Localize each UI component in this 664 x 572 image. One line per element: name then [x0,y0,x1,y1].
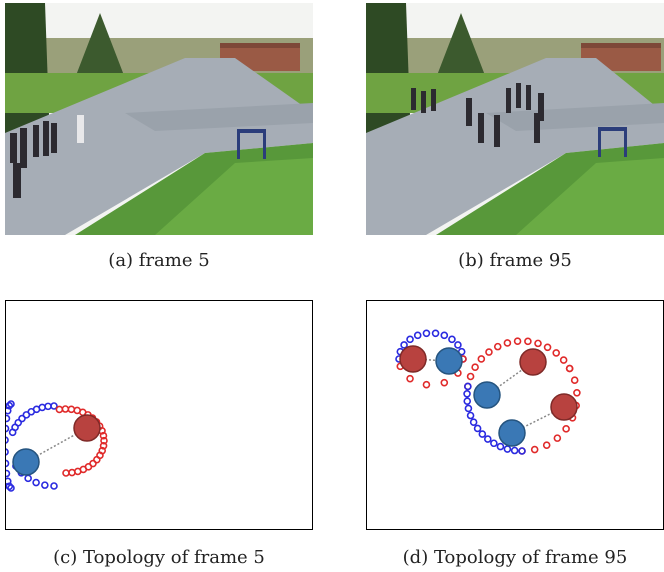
trajectory-point [1,436,9,444]
trajectory-point [510,446,519,455]
group-centroid-blue [12,448,40,476]
trajectory-point [406,335,414,344]
trajectory-point [1,448,9,456]
trajectory-point [7,484,15,492]
trajectory-point [67,405,76,414]
trajectory-point [1,459,10,468]
trajectory-point [24,474,32,483]
trajectory-point [466,411,475,420]
trajectory-point [454,341,462,349]
trajectory-point [483,435,492,443]
trajectory-point [542,441,551,449]
caption-a: (a) frame 5 [108,250,210,271]
trajectory-point [471,363,479,372]
trajectory-point [440,331,449,340]
trajectory-point [93,455,101,464]
frame-95-photo [366,3,664,235]
trajectory-point [50,482,58,490]
trajectory-point [2,469,11,478]
trajectory-point [14,418,23,427]
trajectory-point [473,424,482,433]
trajectory-point [55,405,64,414]
trajectory-point [400,341,408,349]
trajectory-point [50,402,58,410]
trajectory-point [7,400,15,408]
group-centroid-red [550,393,578,421]
trajectory-point [559,356,568,364]
trajectory-point [38,403,47,412]
trajectory-point [18,414,26,423]
topology-frame-95-svg [395,329,581,455]
trajectory-point [513,337,522,345]
trajectory-point [534,339,542,348]
trajectory-point [99,431,108,440]
trajectory-point [570,376,579,385]
trajectory-point [490,439,498,448]
group-centroid-blue [435,347,463,375]
frame-5-photo [5,3,313,235]
trajectory-point [553,434,562,442]
trajectory-point [464,382,472,391]
trajectory-point [61,405,70,413]
trajectory-point [503,339,512,347]
trajectory-point [2,414,11,423]
caption-d: (d) Topology of frame 95 [402,547,628,568]
trajectory-point [466,372,475,381]
topology-frame-95 [366,300,664,530]
trajectory-point [477,355,486,363]
trajectory-point [413,331,422,340]
trajectory-point [463,397,472,405]
trajectory-point [552,349,561,357]
trajectory-point [74,467,82,476]
trajectory-point [493,342,502,351]
group-centroid-blue [498,419,526,447]
trajectory-point [5,401,14,410]
group-centroid-blue [473,381,501,409]
trajectory-point [573,389,581,397]
trajectory-point [422,380,431,389]
topology-frame-5 [1,300,313,530]
trajectory-point [431,329,440,338]
caption-b: (b) frame 95 [458,250,572,271]
trajectory-point [562,425,570,433]
trajectory-point [543,343,552,352]
topology-frame-5-svg [1,400,108,492]
trajectory-point [496,442,505,451]
trajectory-point [464,404,473,413]
trajectory-point [530,445,539,454]
group-centroid-red [399,345,427,373]
trajectory-point [68,468,76,477]
group-centroid-red [73,414,101,442]
trajectory-point [565,364,574,373]
trajectory-point [463,389,471,398]
trajectory-point [518,447,526,455]
trajectory-point [448,335,456,344]
trajectory-point [100,436,108,445]
trajectory-point [524,337,532,346]
trajectory-point [1,424,10,433]
trajectory-point [503,445,512,453]
trajectory-point [478,430,487,438]
caption-c: (c) Topology of frame 5 [53,547,265,568]
trajectory-point [62,469,70,477]
trajectory-point [44,402,52,411]
trajectory-point [440,378,449,387]
trajectory-point [406,374,414,383]
group-centroid-red [519,348,547,376]
trajectory-point [469,418,478,427]
trajectory-point [32,478,40,487]
trajectory-point [422,329,431,338]
trajectory-point [485,348,493,356]
trajectory-point [41,481,49,489]
